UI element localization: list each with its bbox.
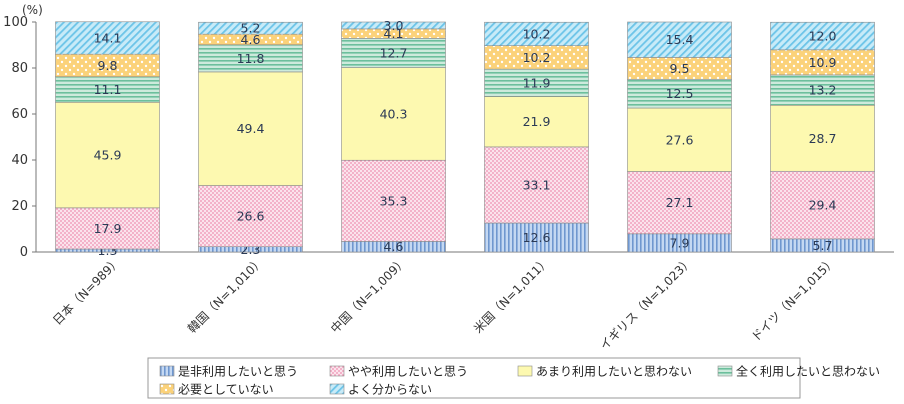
data-label: 10.2 (523, 26, 551, 41)
data-label: 15.4 (666, 32, 694, 47)
data-label: 13.2 (809, 83, 837, 98)
data-label: 29.4 (809, 198, 837, 213)
data-label: 10.9 (809, 55, 837, 70)
y-tick-label: 20 (11, 199, 28, 214)
legend-frame (147, 357, 801, 399)
category-label: ドイツ（N=1,015） (749, 254, 839, 344)
bar-segment (55, 76, 160, 103)
y-tick-label: 40 (11, 153, 28, 168)
data-label: 5.2 (241, 21, 261, 36)
bar-stack: 4.6 35.3 40.3 12.7 4.13.0 (341, 18, 446, 254)
bar-segment (770, 74, 875, 106)
data-label: 12.5 (666, 86, 694, 101)
legend-swatch (159, 365, 175, 377)
legend-label: やや利用したいと思う (348, 365, 468, 379)
data-label: 40.3 (380, 106, 408, 121)
data-label: 21.9 (523, 114, 551, 129)
data-label: 9.5 (670, 61, 690, 76)
data-label: 4.6 (241, 32, 261, 47)
data-label: 11.1 (94, 82, 122, 97)
bar-segment (770, 21, 875, 51)
legend-swatch (329, 365, 345, 377)
data-label: 9.8 (98, 58, 118, 73)
category-labels: 日本（N=989） 韓国（N=1,010） 中国（N=1,009） 米国（N=1,01… (50, 254, 838, 353)
data-label: 49.4 (237, 121, 265, 136)
data-label: 5.7 (813, 238, 833, 253)
data-label: 28.7 (809, 131, 837, 146)
data-label: 4.1 (384, 26, 404, 41)
data-label: 45.9 (94, 148, 122, 163)
legend-label: 全く利用したいと思わない (736, 364, 880, 379)
bar-segment (484, 96, 589, 148)
bar-segment (198, 185, 303, 248)
bar-segment (198, 71, 303, 186)
legend-swatch (329, 383, 345, 395)
bar-stack: 2.326.649.411.84.65.2 (198, 21, 303, 257)
bar-segment (341, 21, 446, 30)
data-label: 3.0 (384, 18, 404, 33)
bar-segment (627, 21, 732, 58)
bar-stack: 12.6 33.1 21.9 11.9 10.2 10.2 (484, 21, 589, 253)
bar-segment (55, 21, 160, 55)
bar-segment (55, 207, 160, 250)
data-label: 33.1 (523, 177, 551, 192)
bar-stack: 7.9 27.1 27.6 12.5 9.5 15.4 (627, 21, 732, 253)
legend-label: あまり利用したいと思わない (536, 365, 692, 379)
bar-segment (770, 170, 875, 240)
y-tick-label: 0 (20, 245, 28, 260)
data-label: 11.8 (237, 51, 265, 66)
bar-segment (627, 107, 732, 172)
data-label: 11.9 (523, 75, 551, 90)
bar-segment (55, 101, 160, 209)
legend-label: 必要としていない (178, 383, 274, 397)
axes: 0 20 40 60 80 100 (3, 15, 894, 260)
bars: 1.317.945.911.19.814.12.326.649.411.84.6… (55, 18, 875, 258)
data-label: 26.6 (237, 209, 265, 224)
bar-segment (484, 222, 589, 253)
category-label: 日本（N=989） (50, 254, 123, 327)
bar-segment (627, 171, 732, 235)
y-axis-unit-label: (%) (22, 3, 43, 17)
data-label: 14.1 (94, 30, 122, 45)
bar-segment (484, 146, 589, 224)
data-label: 12.6 (523, 230, 551, 245)
category-label: イギリス（N=1,023） (597, 254, 696, 353)
bar-stack: 5.7 29.4 28.7 13.2 10.9 12.0 (770, 21, 875, 253)
data-label: 12.7 (380, 45, 408, 60)
data-label: 12.0 (809, 29, 837, 44)
category-label: 米国（N=1,011） (471, 254, 553, 336)
legend-swatch (517, 365, 533, 377)
y-tick-label: 80 (11, 61, 28, 76)
data-label: 27.1 (666, 195, 694, 210)
category-label: 韓国（N=1,010） (185, 254, 267, 336)
bar-segment (627, 78, 732, 109)
y-tick-label: 100 (3, 15, 28, 30)
data-label: 4.6 (384, 239, 404, 254)
bar-segment (484, 68, 589, 97)
bar-segment (341, 159, 446, 242)
legend-label: よく分からない (348, 383, 432, 397)
category-label: 中国（N=1,009） (327, 254, 409, 336)
legend: 是非利用したいと思う やや利用したいと思う あまり利用したいと思わない 全く利用したい… (147, 357, 880, 399)
data-label: 7.9 (670, 235, 690, 250)
bar-segment (198, 21, 303, 35)
data-label: 35.3 (380, 193, 408, 208)
data-label: 27.6 (666, 132, 694, 147)
legend-label: 是非利用したいと思う (178, 365, 298, 379)
data-label: 10.2 (523, 50, 551, 65)
bar-segment (341, 38, 446, 68)
bar-segment (341, 67, 446, 161)
bar-stack: 1.317.945.911.19.814.1 (55, 21, 160, 258)
y-tick-label: 60 (11, 107, 28, 122)
legend-swatch (159, 383, 175, 395)
bar-segment (484, 21, 589, 46)
data-label: 17.9 (94, 221, 122, 236)
legend-swatch (717, 365, 733, 377)
